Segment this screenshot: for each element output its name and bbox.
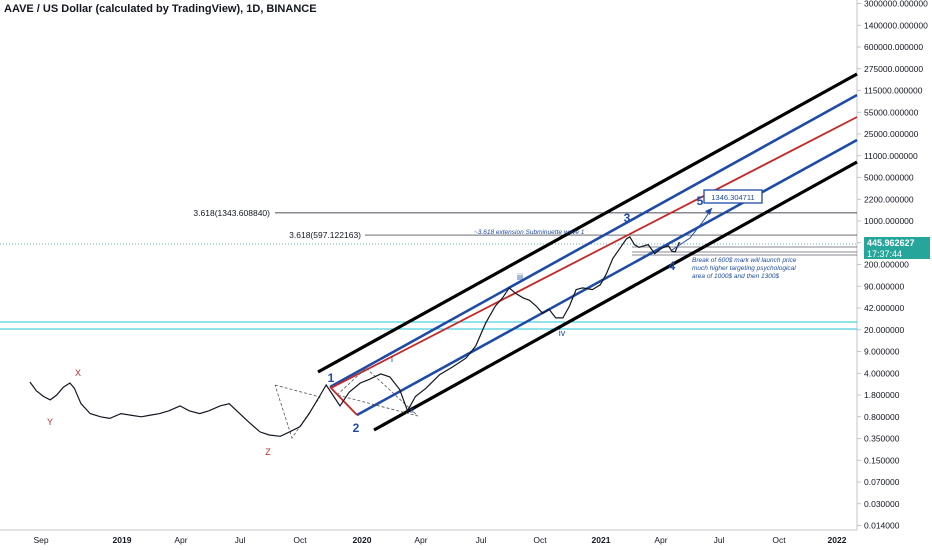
lower-channel-line — [356, 138, 858, 417]
dashed-triangle-1 — [274, 384, 321, 439]
time-tick-label: 2020 — [353, 535, 372, 545]
time-tick-label: Apr — [174, 535, 187, 545]
outer-upper-line — [317, 72, 858, 374]
time-tick-label: Jul — [714, 535, 725, 545]
time-tick-label: Oct — [772, 535, 786, 545]
time-tick-label: Jul — [476, 535, 487, 545]
wave-label: 3 — [624, 211, 631, 225]
price-tick-label: 5000.000000 — [864, 173, 914, 183]
countdown-tag — [864, 248, 930, 259]
price-tick-label: 0.150000 — [864, 455, 900, 465]
price-tick-label: 2200.000000 — [864, 194, 914, 204]
fib-level-597-label: 3.618(597.122163) — [289, 230, 361, 240]
breakout-note-line-1: Break of 600$ mark will launch price — [692, 257, 797, 264]
horizontal-lines — [0, 212, 857, 330]
breakout-note-line-2: much higher targeting psychological — [692, 265, 796, 272]
projection-path — [671, 207, 713, 251]
time-tick-label: Oct — [293, 535, 307, 545]
fib-level-1343-label: 3.618(1343.608840) — [193, 208, 270, 218]
wave-label: 4 — [669, 259, 676, 273]
price-tick-label: 600000.000000 — [864, 42, 923, 52]
time-axis: Sep 2019 Apr Jul Oct 2020 Apr Jul Oct 2021 Apr Jul O… — [0, 529, 857, 545]
last-price-value: 445.962627 — [867, 238, 915, 248]
price-tick-label: 275000.000000 — [864, 64, 923, 74]
wave-label: iv — [559, 328, 566, 338]
price-tick-label: 0.350000 — [864, 434, 900, 444]
countdown-value: 17:37:44 — [867, 249, 902, 259]
price-tick-label: 1.800000 — [864, 390, 900, 400]
wave-label: Z — [265, 447, 271, 457]
time-tick-label: 2022 — [828, 535, 847, 545]
price-tick-label: 3000000.000000 — [864, 0, 928, 9]
price-line — [29, 207, 713, 437]
price-tick-label: 4.000000 — [864, 368, 900, 378]
price-tick-label: 0.014000 — [864, 521, 900, 531]
target-box-label: 1346.304711 — [711, 193, 754, 202]
price-tick-label: 0.800000 — [864, 412, 900, 422]
price-axis: 3000000.000000 1400000.000000 600000.00000… — [856, 0, 928, 531]
wave-label: i — [391, 354, 393, 364]
time-tick-label: Sep — [33, 535, 48, 545]
extension-note: ~3.618 extension Subminuette wave 1 — [474, 229, 585, 236]
breakout-note-line-3: area of 1000$ and then 1300$ — [692, 273, 779, 280]
price-tick-label: 0.070000 — [864, 477, 900, 487]
time-tick-label: Apr — [654, 535, 667, 545]
price-tick-label: 1000.000000 — [864, 216, 914, 226]
price-tick-label: 42.000000 — [864, 303, 904, 313]
last-price-tag — [864, 237, 930, 248]
price-tick-label: 55000.000000 — [864, 107, 919, 117]
price-tick-label: 200.000000 — [864, 260, 909, 270]
time-tick-label: Oct — [533, 535, 547, 545]
price-tick-label: 0.030000 — [864, 499, 900, 509]
time-tick-label: Apr — [414, 535, 427, 545]
price-tick-label: 11000.000000 — [864, 151, 918, 161]
price-tick-label: 25000.000000 — [864, 129, 919, 139]
price-tick-label: 115000.000000 — [864, 86, 923, 96]
price-tick-label: 9.000000 — [864, 347, 900, 357]
wave-label: Y — [47, 417, 53, 427]
time-tick-label: 2019 — [113, 535, 132, 545]
price-series-line — [29, 235, 681, 437]
pitchfork-channels — [317, 72, 858, 432]
upper-channel-line — [329, 93, 858, 389]
projection-arrowhead — [705, 208, 712, 215]
outer-lower-line — [373, 160, 858, 432]
wave-label: 1 — [328, 371, 335, 385]
dashed-triangle-2 — [336, 367, 419, 417]
time-tick-label: Jul — [235, 535, 246, 545]
wave-label: 2 — [353, 421, 360, 435]
price-tick-label: 1400000.000000 — [864, 20, 928, 30]
chart-title: AAVE / US Dollar (calculated by TradingV… — [4, 3, 317, 15]
wave-label: ii — [410, 405, 414, 415]
wave-label: 5 — [697, 194, 704, 208]
price-tick-label: 20.000000 — [864, 325, 904, 335]
price-tick-label: 90.000000 — [864, 281, 904, 291]
time-tick-label: 2021 — [592, 535, 611, 545]
wave-label: iii — [517, 272, 523, 282]
median-line — [330, 116, 858, 389]
wave-label: X — [75, 368, 81, 378]
target-box[interactable] — [703, 189, 763, 204]
